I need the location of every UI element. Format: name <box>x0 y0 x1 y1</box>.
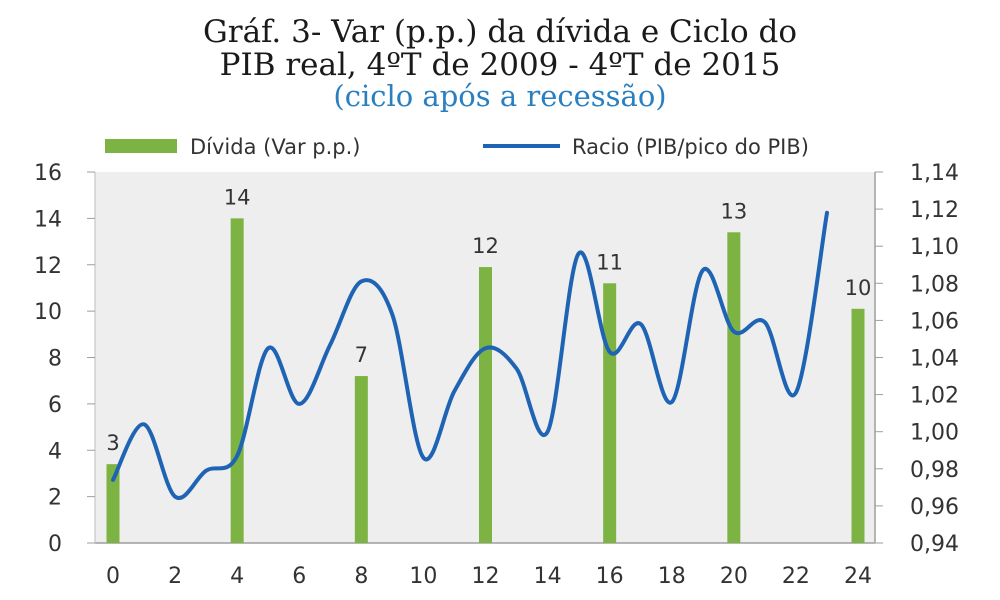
y-right-tick-label: 1,00 <box>910 421 959 446</box>
bar-value-label: 3 <box>106 431 119 455</box>
x-tick-label: 14 <box>534 564 562 589</box>
bar-value-label: 12 <box>472 234 499 258</box>
x-tick-label: 18 <box>658 564 686 589</box>
bar <box>479 267 492 543</box>
chart-subtitle: (ciclo após a recessão) <box>333 79 666 113</box>
bar-value-label: 11 <box>596 250 623 274</box>
y-right-tick-label: 1,14 <box>910 161 959 186</box>
x-tick-label: 0 <box>106 564 120 589</box>
y-right-tick-label: 1,04 <box>910 347 959 372</box>
line-series <box>111 210 829 501</box>
y-left-tick-label: 10 <box>34 300 62 325</box>
y-right-tick-label: 0,96 <box>910 495 959 520</box>
legend-bar-swatch <box>105 139 177 153</box>
y-left-tick-label: 6 <box>48 393 62 418</box>
bar-value-label: 10 <box>845 276 872 300</box>
legend: Dívida (Var p.p.) Racio (PIB/pico do PIB… <box>105 135 809 159</box>
chart-title-line-1: Gráf. 3- Var (p.p.) da dívida e Ciclo do <box>203 14 797 50</box>
legend-bar-label: Dívida (Var p.p.) <box>190 135 360 159</box>
legend-line-label: Racio (PIB/pico do PIB) <box>572 135 809 159</box>
y-left-tick-label: 16 <box>34 161 62 186</box>
bar-value-label: 13 <box>720 199 747 223</box>
y-right-tick-label: 1,08 <box>910 272 959 297</box>
y-left-tick-label: 4 <box>48 439 62 464</box>
y-left-tick-label: 2 <box>48 486 62 511</box>
y-axis-left: 0 2 4 6 8 10 12 14 16 <box>34 161 96 557</box>
x-tick-label: 2 <box>168 564 182 589</box>
bar <box>354 376 368 543</box>
x-tick-label: 8 <box>354 564 368 589</box>
y-right-tick-label: 1,02 <box>910 384 959 409</box>
data-labels: 3 14 7 12 11 13 10 <box>106 185 871 455</box>
chart-title-line-2: PIB real, 4ºT de 2009 - 4ºT de 2015 <box>220 47 781 83</box>
bar-value-label: 7 <box>355 343 368 367</box>
x-tick-label: 6 <box>292 564 306 589</box>
bar <box>230 218 244 543</box>
x-axis: 0 2 4 6 8 10 12 14 16 18 20 22 24 <box>95 542 875 589</box>
y-left-tick-label: 12 <box>34 254 62 279</box>
bar <box>603 283 617 543</box>
bar <box>851 308 865 543</box>
bar-value-label: 14 <box>224 185 251 209</box>
x-tick-label: 4 <box>230 564 244 589</box>
y-right-tick-label: 1,10 <box>910 235 959 260</box>
x-tick-label: 24 <box>844 564 872 589</box>
y-axis-right: 0,94 0,96 0,98 1,00 1,02 1,04 1,06 1,08 1,10 1,12… <box>874 161 959 557</box>
x-tick-label: 16 <box>596 564 624 589</box>
y-left-tick-label: 8 <box>48 347 62 372</box>
y-right-tick-label: 0,98 <box>910 458 959 483</box>
x-tick-label: 10 <box>409 564 437 589</box>
x-tick-label: 22 <box>782 564 810 589</box>
y-left-tick-label: 0 <box>48 532 62 557</box>
bar-series <box>106 218 865 543</box>
ratio-line <box>111 210 829 501</box>
bar <box>106 464 120 543</box>
x-tick-label: 12 <box>472 564 500 589</box>
y-right-tick-label: 1,06 <box>910 309 959 334</box>
y-right-tick-label: 1,12 <box>910 198 959 223</box>
x-tick-label: 20 <box>720 564 748 589</box>
bar <box>727 232 741 543</box>
y-right-tick-label: 0,94 <box>910 532 959 557</box>
y-left-tick-label: 14 <box>34 207 62 232</box>
